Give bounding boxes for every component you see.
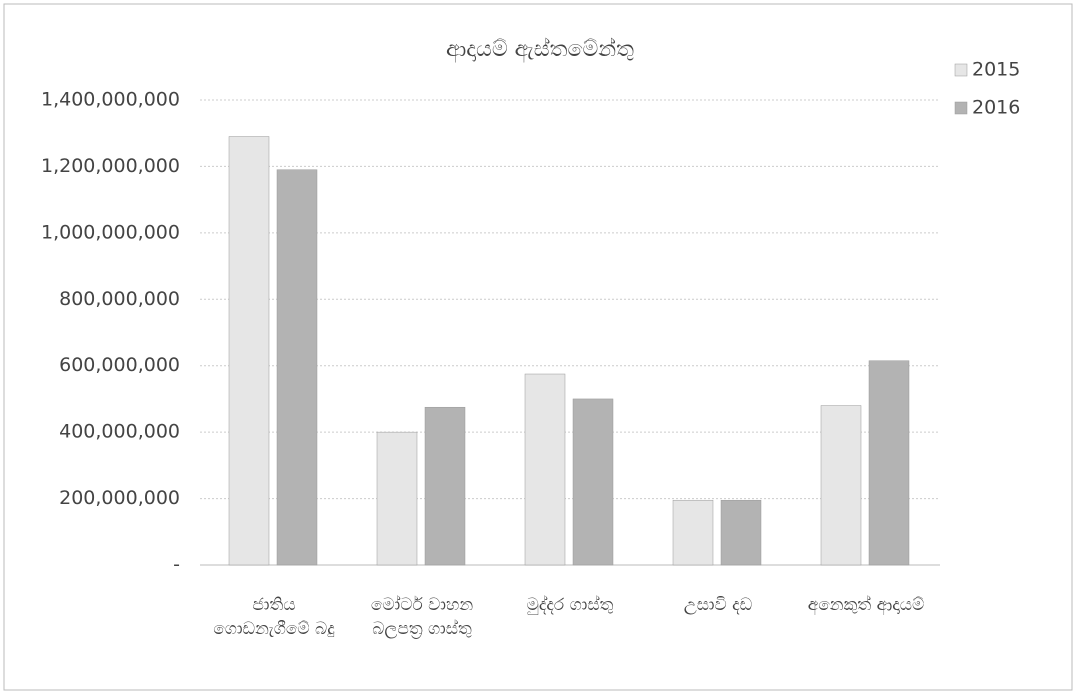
- legend-swatch: [954, 63, 968, 77]
- bar: [524, 373, 566, 566]
- y-tick-label: 600,000,000: [59, 354, 180, 376]
- legend-label: 2015: [972, 59, 1020, 81]
- x-tick-label: උසාවි දඩ: [683, 595, 753, 615]
- chart-title: ආදායම් ඇස්තමේන්තු: [446, 37, 634, 63]
- bar: [820, 405, 862, 566]
- bar: [228, 136, 270, 566]
- chart-frame: [3, 3, 1073, 691]
- y-tick-label: 400,000,000: [59, 421, 180, 443]
- legend-swatch: [954, 101, 968, 115]
- bar: [868, 360, 910, 566]
- bar: [672, 499, 714, 566]
- y-tick-label: 1,000,000,000: [41, 221, 180, 243]
- bar: [376, 431, 418, 566]
- x-tick-label: මෝටර් වාහන බලපත්‍ර ගාස්තු: [370, 595, 474, 639]
- bar: [276, 169, 318, 566]
- bar: [424, 406, 466, 566]
- y-tick-label: 200,000,000: [59, 487, 180, 509]
- x-tick-label: මුද්දර ගාස්තු: [526, 595, 614, 615]
- x-tick-label: ජාතිය ගොඩනැගීමේ බදු: [213, 595, 335, 639]
- y-tick-label: 800,000,000: [59, 288, 180, 310]
- y-tick-label: 1,400,000,000: [41, 89, 180, 111]
- y-tick-label: -: [173, 554, 180, 576]
- y-tick-label: 1,200,000,000: [41, 155, 180, 177]
- bar: [572, 398, 614, 566]
- legend-label: 2016: [972, 97, 1020, 119]
- x-tick-label: අනෙකුත් ආදායම්: [807, 595, 925, 615]
- bar: [720, 499, 762, 566]
